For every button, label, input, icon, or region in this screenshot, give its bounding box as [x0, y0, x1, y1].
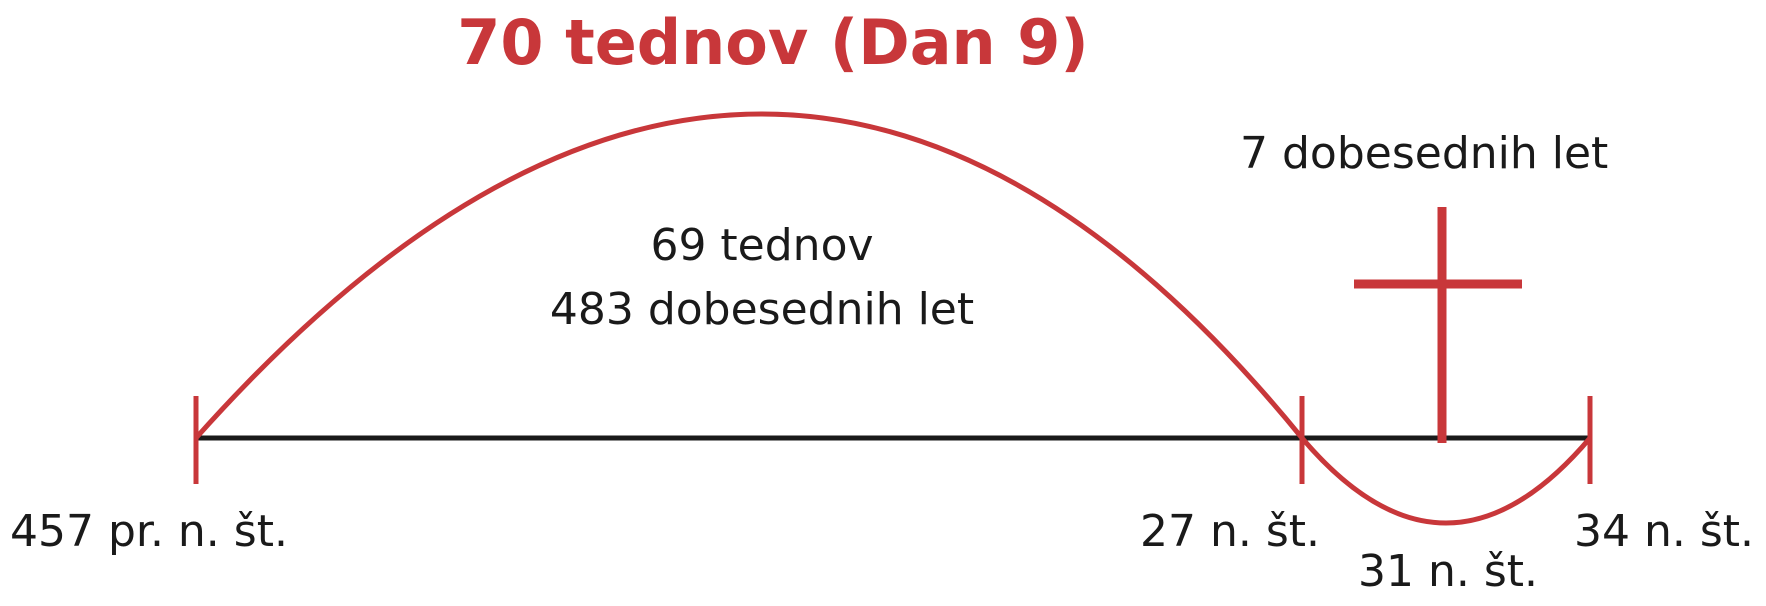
final-week-label: 7 dobesednih let	[1240, 128, 1609, 179]
date-end: 34 n. št.	[1574, 506, 1754, 557]
diagram-title: 70 tednov (Dan 9)	[457, 6, 1089, 79]
arc-final-week	[1300, 436, 1592, 526]
arc-69-weeks-label-line1: 69 tednov	[650, 220, 874, 271]
arc-69-weeks	[194, 111, 1304, 440]
arc-69-weeks-label-line2: 483 dobesednih let	[549, 284, 975, 335]
date-start: 457 pr. n. št.	[10, 506, 288, 557]
cross-icon	[1354, 207, 1522, 443]
date-cross: 31 n. št.	[1358, 546, 1538, 597]
date-baptism: 27 n. št.	[1140, 506, 1320, 557]
